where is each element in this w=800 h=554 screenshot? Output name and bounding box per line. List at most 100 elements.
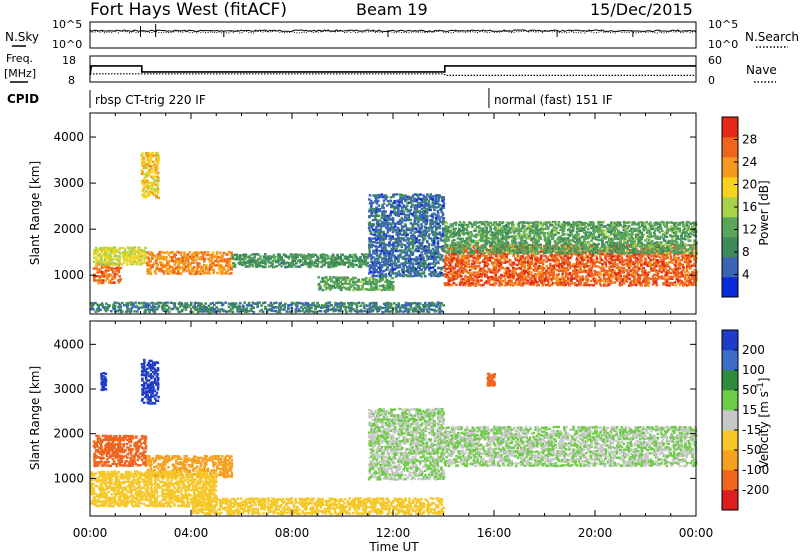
heat-cell-6 bbox=[409, 198, 413, 201]
heat-cell-2 bbox=[195, 253, 199, 257]
heat-cell-6 bbox=[416, 223, 420, 226]
heat-cell-6 bbox=[385, 204, 389, 207]
heat-cell-8 bbox=[483, 220, 486, 224]
heat-cell-5 bbox=[391, 288, 395, 291]
heat-cell-8 bbox=[445, 235, 449, 238]
heat-cell-7 bbox=[683, 273, 687, 277]
heat-cell-6 bbox=[384, 194, 388, 197]
heat-cell-7 bbox=[636, 269, 640, 272]
heat-cell-7 bbox=[585, 262, 588, 266]
heat-cell-6 bbox=[409, 222, 413, 225]
heat-cell-6 bbox=[393, 199, 397, 203]
heat-cell-6 bbox=[420, 204, 423, 207]
heat-cell-2 bbox=[227, 265, 231, 268]
heat-cell-5 bbox=[368, 278, 371, 282]
heat-cell-4 bbox=[302, 261, 305, 264]
heat-cell-7 bbox=[604, 260, 607, 264]
heat-cell-6 bbox=[404, 238, 408, 242]
heat-cell-8 bbox=[454, 223, 458, 226]
heat-cell-7 bbox=[487, 263, 490, 266]
heat-cell-7 bbox=[530, 267, 533, 270]
heat-cell-7 bbox=[687, 265, 691, 268]
heat-cell-7 bbox=[472, 278, 475, 281]
heat-cell-8 bbox=[485, 223, 489, 227]
heat-cell-7 bbox=[485, 282, 489, 285]
heat-cell-7 bbox=[535, 256, 539, 259]
heat-cell-8 bbox=[550, 251, 553, 255]
heat-cell-8 bbox=[507, 222, 510, 225]
heat-cell-8 bbox=[507, 247, 510, 250]
heat-cell-4 bbox=[247, 259, 251, 262]
heat-cell-6 bbox=[375, 241, 379, 245]
heat-cell-7 bbox=[496, 263, 499, 266]
heat-cell-7 bbox=[553, 257, 557, 260]
heat-cell-7 bbox=[624, 263, 628, 266]
heat-cell-3 bbox=[155, 169, 158, 172]
heat-cell-7 bbox=[633, 254, 636, 258]
heat-cell-1 bbox=[131, 256, 135, 259]
heat-cell-8 bbox=[480, 220, 483, 224]
heat-cell-5 bbox=[378, 284, 382, 288]
heat-cell-7 bbox=[492, 266, 496, 270]
heat-cell-6 bbox=[386, 214, 390, 218]
heat-cell-7 bbox=[570, 277, 574, 280]
heat-cell-8 bbox=[489, 227, 493, 231]
heat-cell-8 bbox=[482, 243, 485, 246]
heat-cell-6 bbox=[372, 237, 375, 240]
heat-cell-8 bbox=[512, 241, 516, 244]
heat-cell-6 bbox=[425, 219, 429, 222]
heat-cell-8 bbox=[467, 235, 471, 239]
heat-cell-8 bbox=[460, 232, 463, 235]
heat-cell-7 bbox=[471, 259, 474, 262]
heat-cell-7 bbox=[520, 282, 523, 285]
heat-cell-5 bbox=[365, 287, 368, 291]
heat-cell-7 bbox=[646, 261, 649, 264]
heat-cell-7 bbox=[539, 267, 543, 270]
heat-cell-7 bbox=[465, 276, 469, 279]
heat-cell-6 bbox=[399, 274, 402, 277]
heat-cell-7 bbox=[653, 254, 656, 257]
heat-cell-8 bbox=[499, 241, 503, 244]
heat-cell-2 bbox=[220, 254, 224, 257]
heat-cell-6 bbox=[433, 233, 437, 236]
heat-cell-6 bbox=[442, 204, 445, 207]
heat-cell-5 bbox=[335, 280, 339, 283]
heat-cell-7 bbox=[632, 280, 635, 283]
heat-cell-7 bbox=[672, 271, 676, 274]
heat-cell-8 bbox=[449, 229, 453, 233]
heat-cell-8 bbox=[476, 221, 479, 225]
heat-cell-8 bbox=[462, 248, 465, 251]
heat-cell-7 bbox=[635, 261, 639, 264]
heat-cell-4 bbox=[360, 261, 364, 264]
heat-cell-7 bbox=[689, 283, 692, 287]
heat-cell-6 bbox=[409, 231, 413, 234]
heat-cell-2 bbox=[211, 251, 215, 254]
heat-cell-7 bbox=[514, 271, 517, 274]
heat-cell-2 bbox=[173, 271, 176, 275]
heat-cell-6 bbox=[370, 210, 373, 213]
heat-cell-6 bbox=[389, 203, 393, 207]
heat-cell-6 bbox=[433, 225, 436, 228]
heat-cell-8 bbox=[481, 246, 485, 249]
heat-cell-7 bbox=[625, 275, 629, 278]
heat-cell-7 bbox=[488, 256, 492, 260]
heat-cell-8 bbox=[468, 241, 472, 245]
heat-cell-7 bbox=[646, 275, 649, 278]
heat-cell-7 bbox=[500, 275, 503, 278]
heat-cell-7 bbox=[559, 269, 563, 272]
heat-cell-7 bbox=[503, 252, 506, 256]
heat-cell-6 bbox=[378, 270, 382, 273]
heat-cell-8 bbox=[484, 225, 487, 228]
heat-cell-7 bbox=[449, 255, 452, 258]
heat-cell-7 bbox=[614, 277, 617, 280]
heat-cell-6 bbox=[390, 247, 394, 251]
heat-cell-7 bbox=[687, 263, 691, 266]
heat-cell-1 bbox=[94, 262, 98, 266]
heat-cell-2 bbox=[196, 256, 199, 259]
heat-cell-1 bbox=[116, 258, 119, 262]
heat-cell-7 bbox=[673, 254, 676, 257]
heat-cell-8 bbox=[467, 247, 471, 250]
heat-cell-7 bbox=[631, 268, 635, 272]
heat-cell-7 bbox=[667, 265, 671, 268]
